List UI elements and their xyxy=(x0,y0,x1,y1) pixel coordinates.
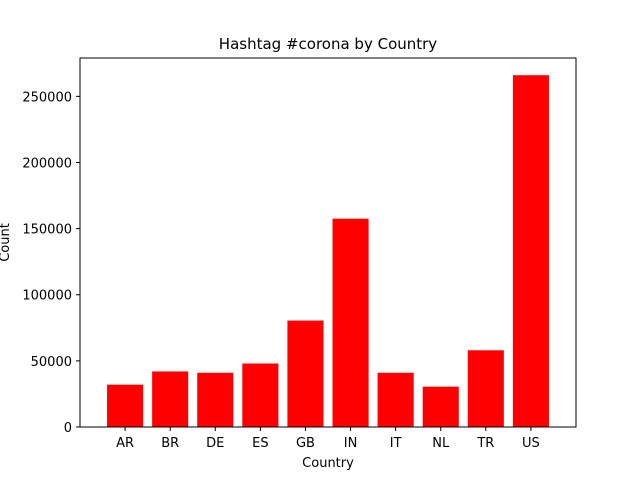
bar-ar xyxy=(107,384,144,427)
y-axis: 0 50000 100000 150000 200000 250000 xyxy=(22,90,80,436)
bar-tr xyxy=(467,350,504,427)
x-tick-label: TR xyxy=(476,436,494,451)
bar-nl xyxy=(422,386,459,427)
x-tick-label: NL xyxy=(432,436,450,451)
y-tick-label: 0 xyxy=(64,421,72,436)
x-tick-label: ES xyxy=(252,436,268,451)
y-axis-title: Count xyxy=(0,223,13,262)
x-axis: AR BR DE ES GB IN IT NL TR US xyxy=(116,427,540,451)
plot-frame xyxy=(79,57,577,428)
x-tick-label: AR xyxy=(116,436,134,451)
y-tick-label: 200000 xyxy=(22,156,72,171)
x-axis-title: Country xyxy=(302,456,354,471)
bar-es xyxy=(242,363,279,427)
y-tick-label: 100000 xyxy=(22,289,72,304)
bars-group xyxy=(107,75,549,428)
x-tick-label: GB xyxy=(296,436,315,451)
y-tick-label: 250000 xyxy=(22,90,72,105)
bar-de xyxy=(197,372,234,427)
y-tick-label: 50000 xyxy=(31,355,72,370)
x-tick-label: IT xyxy=(390,436,402,451)
bar-in xyxy=(332,218,369,427)
x-tick-label: IN xyxy=(344,436,358,451)
y-tick-label: 150000 xyxy=(22,223,72,238)
chart-title: Hashtag #corona by Country xyxy=(219,35,438,53)
bar-it xyxy=(377,372,414,427)
bar-us xyxy=(512,75,549,428)
x-tick-label: BR xyxy=(161,436,179,451)
x-tick-label: DE xyxy=(206,436,224,451)
bar-br xyxy=(152,371,189,427)
bar-gb xyxy=(287,320,324,427)
x-tick-label: US xyxy=(522,436,540,451)
